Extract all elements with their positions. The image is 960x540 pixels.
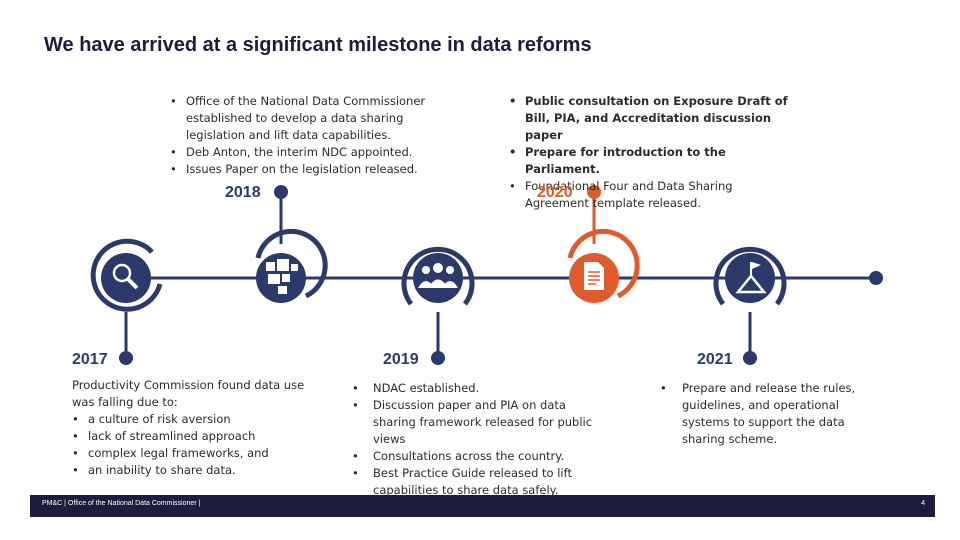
year-2021: 2021 (697, 351, 733, 368)
milestone-2017-text: Productivity Commission found data use w… (72, 377, 312, 479)
milestone-2017-item: an inability to share data. (72, 462, 312, 479)
milestone-2017-lead: Productivity Commission found data use w… (72, 378, 305, 409)
milestone-2019-text: NDAC established. Discussion paper and P… (352, 380, 612, 499)
milestone-2020-item: Foundational Four and Data Sharing Agree… (509, 178, 789, 212)
year-2019: 2019 (383, 351, 419, 368)
timeline-end-dot (869, 271, 883, 285)
slide-title: We have arrived at a significant milesto… (44, 34, 592, 56)
milestone-2019-item: NDAC established. (352, 380, 612, 397)
node-2017 (90, 238, 163, 365)
milestone-2018-text: Office of the National Data Commissioner… (170, 93, 430, 178)
footer-text: PM&C | Office of the National Data Commi… (42, 500, 201, 507)
node-2021 (713, 246, 787, 365)
document-icon (584, 262, 604, 290)
milestone-2017-item: lack of streamlined approach (72, 428, 312, 445)
milestone-2020-bold-item: Public consultation on Exposure Draft of… (509, 93, 789, 144)
node-2018 (255, 185, 328, 303)
milestone-2018-item: Deb Anton, the interim NDC appointed. (170, 144, 430, 161)
milestone-2017-item: complex legal frameworks, and (72, 445, 312, 462)
flag-summit-icon (735, 262, 767, 294)
milestone-2017-item: a culture of risk aversion (72, 411, 312, 428)
milestone-2018-item: Office of the National Data Commissioner… (170, 93, 430, 144)
milestone-2021-text: Prepare and release the rules, guideline… (660, 380, 890, 448)
blocks-icon (266, 259, 298, 294)
milestone-2018-item: Issues Paper on the legislation released… (170, 161, 430, 178)
milestone-2019-item: Consultations across the country. (352, 448, 612, 465)
milestone-2021-item: Prepare and release the rules, guideline… (660, 380, 890, 448)
milestone-2019-item: Discussion paper and PIA on data sharing… (352, 397, 612, 448)
people-icon (418, 263, 458, 288)
magnifier-icon (112, 263, 139, 290)
year-2020: 2020 (537, 184, 573, 201)
page-number: 4 (921, 500, 925, 507)
footer-bar: PM&C | Office of the National Data Commi… (30, 495, 935, 517)
milestone-2020-text: Public consultation on Exposure Draft of… (509, 93, 789, 212)
milestone-2019-item: Best Practice Guide released to lift cap… (352, 465, 612, 499)
year-2018: 2018 (225, 184, 261, 201)
node-2019 (401, 246, 475, 365)
milestone-2020-bold-item: Prepare for introduction to the Parliame… (509, 144, 789, 178)
year-2017: 2017 (72, 351, 108, 368)
